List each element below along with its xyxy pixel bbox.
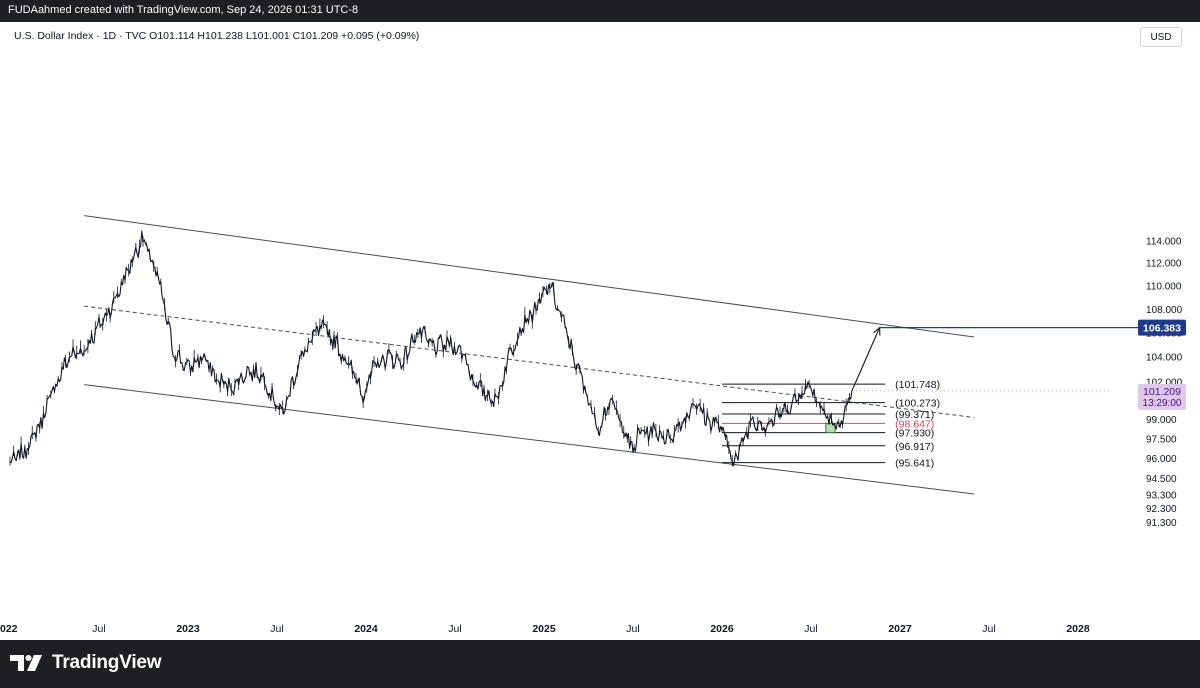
- x-axis-tick-label: 2027: [888, 623, 912, 635]
- symbol-info-legend: U.S. Dollar Index · 1D · TVC O101.114 H1…: [14, 30, 420, 42]
- y-axis-tick-label: 91.300: [1146, 518, 1177, 529]
- x-axis-tick-label: 2024: [354, 623, 378, 635]
- chart-panel: [0, 22, 1200, 640]
- y-axis-tick-label: 114.000: [1146, 236, 1182, 247]
- x-axis-tick-label: 022: [0, 623, 18, 635]
- tradingview-logo[interactable]: TradingView: [10, 652, 162, 674]
- midline-trendline: [84, 305, 975, 419]
- upper-channel-trendline: [84, 215, 975, 338]
- x-axis-tick-label: Jul: [448, 623, 461, 635]
- price-series-line: [9, 230, 853, 467]
- x-axis-tick-label: 2026: [710, 623, 734, 635]
- lower-channel-trendline: [84, 384, 975, 495]
- fib-level-label: (96.917): [895, 441, 934, 453]
- tradingview-logo-icon: [10, 655, 42, 671]
- current-price-tag-label: 101.209: [1143, 386, 1181, 398]
- fib-level-label: (101.748): [895, 379, 940, 391]
- x-axis-tick-label: Jul: [92, 623, 105, 635]
- fib-level-label: (95.641): [895, 458, 934, 470]
- tradingview-logo-text: TradingView: [52, 652, 162, 673]
- x-axis-tick-label: Jul: [982, 623, 995, 635]
- y-axis-tick-label: 97.500: [1146, 435, 1177, 446]
- x-axis-tick-label: 2023: [176, 623, 200, 635]
- y-axis-tick-label: 96.000: [1146, 454, 1177, 465]
- projection-layer: [851, 326, 1140, 392]
- target-price-tag: [1138, 319, 1186, 336]
- fib-level-label: (100.273): [895, 398, 940, 410]
- y-axis-tick-label: 104.000: [1146, 353, 1183, 364]
- y-axis-tick-label: 102.000: [1146, 377, 1183, 388]
- y-axis-tick-label: 94.500: [1146, 474, 1177, 485]
- y-axis-tick-label: 92.300: [1146, 504, 1177, 515]
- x-axis-tick-label: Jul: [270, 623, 283, 635]
- y-axis-tick-label: 110.000: [1146, 282, 1182, 293]
- current-price-tag: [1138, 383, 1186, 410]
- projection-arrow-line: [851, 327, 881, 392]
- trendlines-layer: [84, 215, 975, 495]
- fib-level-label: (97.930): [895, 428, 934, 440]
- y-axis: 114.000112.000110.000108.000106.000104.0…: [1146, 236, 1183, 529]
- x-axis-tick-label: 2025: [532, 623, 556, 635]
- currency-button[interactable]: USD: [1140, 27, 1182, 47]
- y-axis-tick-label: 108.000: [1146, 305, 1183, 316]
- y-axis-tick-label: 99.000: [1146, 415, 1177, 426]
- y-axis-tick-label: 112.000: [1146, 259, 1182, 270]
- fib-level-label: (99.371): [895, 409, 934, 421]
- target-price-tag-label: 106.383: [1143, 323, 1181, 335]
- x-axis-tick-label: Jul: [626, 623, 639, 635]
- footer-bar: [0, 640, 1200, 688]
- x-axis: 022 Jul 2023 Jul 2024 Jul 2025 Jul 2026 Jul 2027 Ju…: [0, 623, 1090, 635]
- x-axis-tick-label: Jul: [804, 623, 817, 635]
- bar-countdown-label: 13:29:00: [1143, 398, 1182, 409]
- top-caption-bar: FUDAahmed created with TradingView.com, …: [0, 0, 1200, 22]
- y-axis-tick-label: 93.300: [1146, 490, 1177, 501]
- levels-layer: (101.748) (100.273)(99.371)(98.647)(97.93…: [722, 379, 940, 470]
- x-axis-tick-label: 2028: [1066, 623, 1090, 635]
- created-by-caption: FUDAahmed created with TradingView.com, …: [8, 4, 359, 16]
- fib-level-label: (98.647): [895, 418, 934, 430]
- price-layer: [9, 230, 1110, 467]
- projection-arrow-head: [873, 326, 881, 336]
